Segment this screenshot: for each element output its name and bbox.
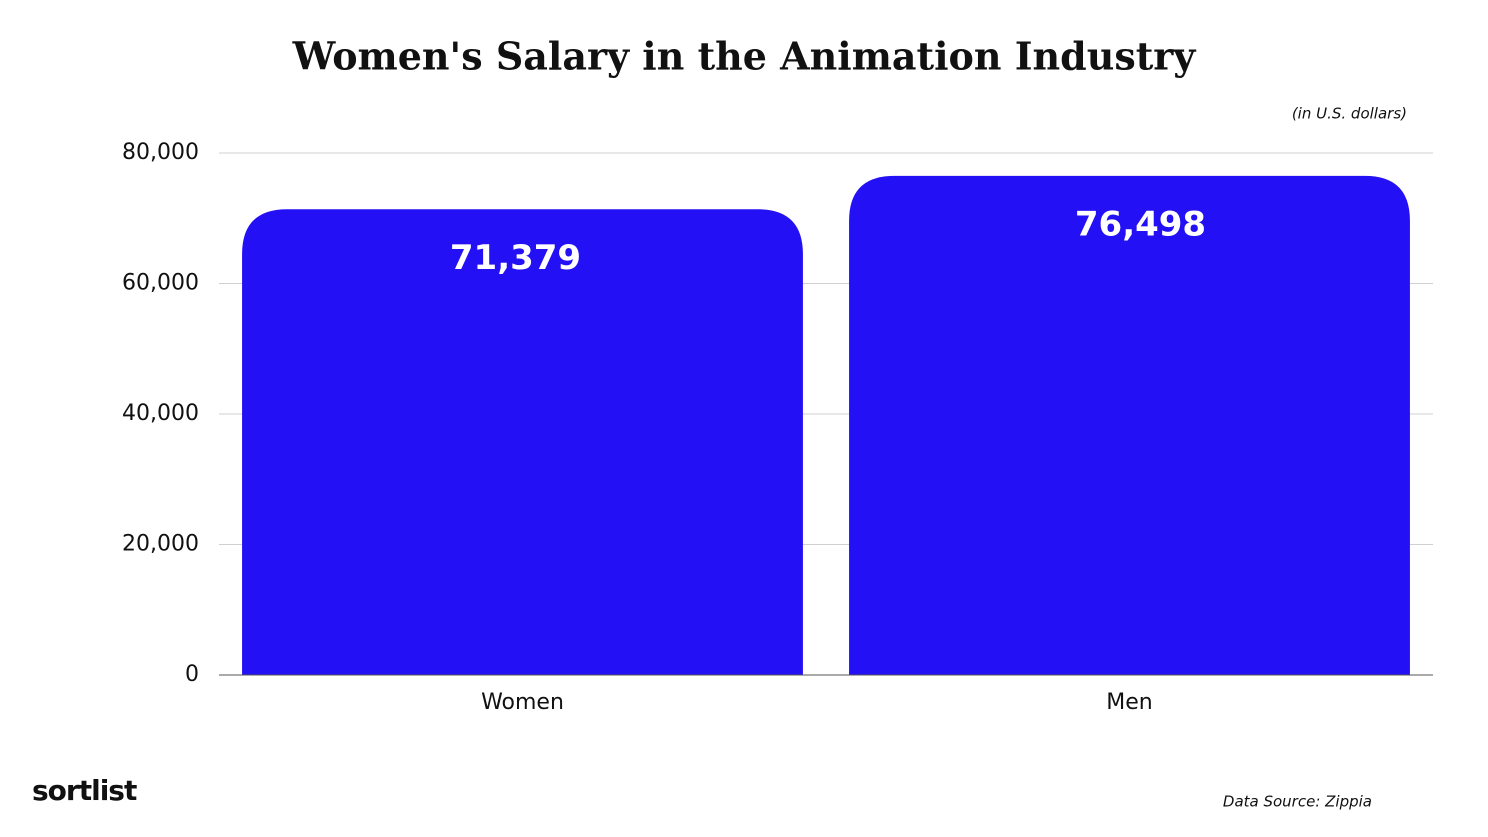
value-label: 71,379 [450, 238, 581, 278]
y-tick-label: 40,000 [122, 401, 199, 426]
y-tick-label: 0 [185, 662, 199, 687]
source-note: Data Source: Zippia [1223, 793, 1372, 811]
chart-subtitle: (in U.S. dollars) [1292, 105, 1407, 123]
value-label: 76,498 [1075, 204, 1206, 244]
bar [242, 209, 803, 676]
y-tick-label: 20,000 [122, 532, 199, 557]
chart-title: Women's Salary in the Animation Industry [292, 34, 1197, 79]
bar [849, 175, 1410, 675]
brand-logo: sortlist [32, 774, 137, 807]
x-tick-label: Women [481, 690, 564, 715]
x-tick-label: Men [1106, 690, 1152, 715]
y-tick-label: 80,000 [122, 140, 199, 165]
y-tick-label: 60,000 [122, 271, 199, 296]
